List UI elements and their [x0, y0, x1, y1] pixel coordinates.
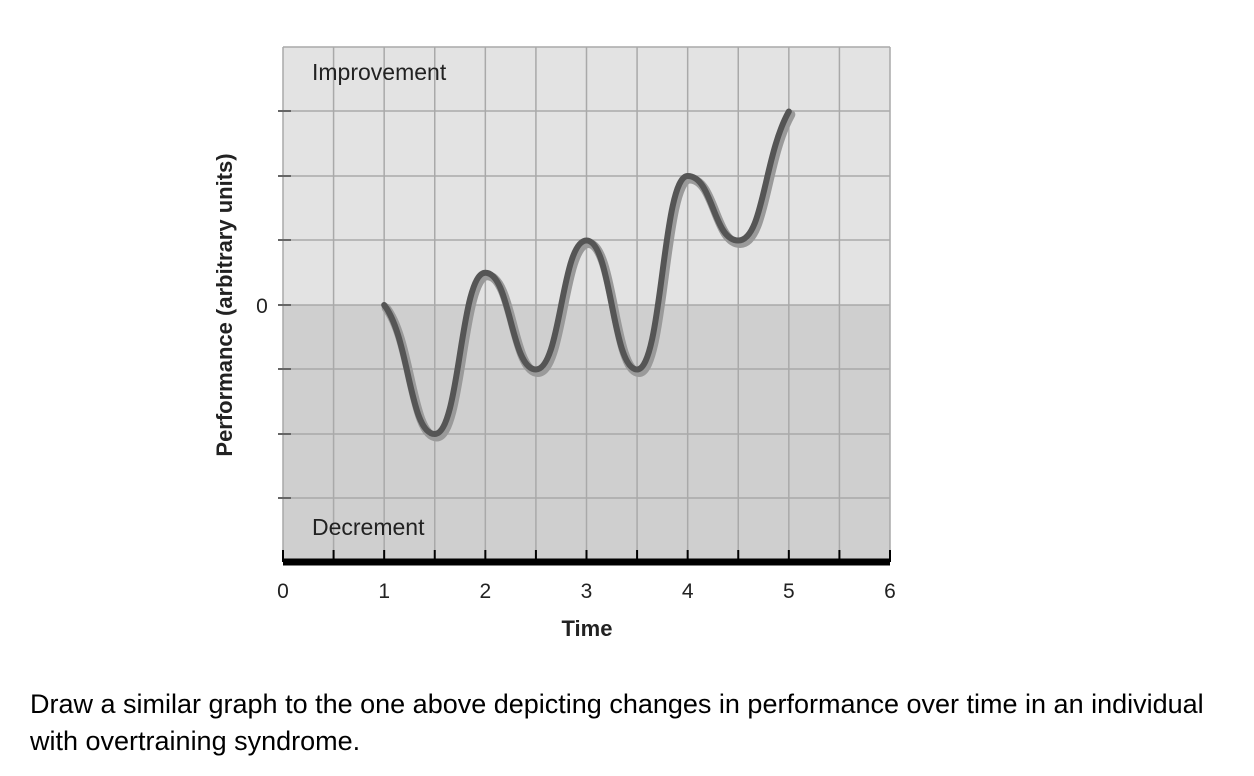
x-tick-label: 1: [378, 580, 390, 603]
region-label-decrement: Decrement: [312, 514, 425, 540]
x-tick-label: 3: [581, 580, 593, 603]
series-layer: [381, 108, 796, 442]
grid-lines: [282, 46, 891, 562]
axes: [278, 110, 891, 566]
x-tick-label: 2: [479, 580, 491, 603]
y-axis-label: Performance (arbitrary units): [212, 153, 237, 456]
series-line: [381, 108, 792, 438]
y-tick-label: 0: [256, 295, 268, 318]
x-tick-label: 4: [682, 580, 694, 603]
x-tick-label: 5: [783, 580, 795, 603]
x-tick-label: 6: [884, 580, 896, 603]
region-label-improvement: Improvement: [312, 59, 447, 85]
tick-labels: 0 1 2 3 4 5 6 0: [256, 295, 896, 603]
x-axis-label: Time: [562, 616, 613, 641]
performance-chart: 0 1 2 3 4 5 6 0 Improvement Decrement Time Perf…: [212, 46, 896, 641]
x-tick-label: 0: [277, 580, 289, 603]
instruction-caption: Draw a similar graph to the one above de…: [30, 689, 1204, 756]
